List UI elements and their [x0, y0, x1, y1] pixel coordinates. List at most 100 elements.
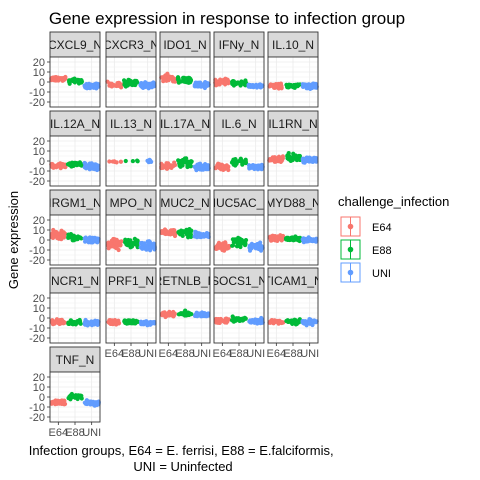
- data-point: [107, 81, 112, 86]
- data-point: [54, 78, 59, 83]
- data-point: [144, 247, 149, 252]
- data-point: [143, 82, 149, 87]
- data-point: [109, 320, 114, 325]
- panel-border: [213, 56, 265, 108]
- data-point: [74, 394, 80, 399]
- x-tick-label: E88: [175, 348, 195, 360]
- data-point: [240, 162, 245, 167]
- data-point: [116, 240, 122, 246]
- facet-strip-label: TICAM1_N: [263, 274, 322, 288]
- data-point: [127, 241, 132, 247]
- data-point: [238, 158, 243, 164]
- facet-strip: [213, 267, 265, 294]
- data-point: [58, 317, 63, 323]
- data-point: [225, 77, 230, 82]
- data-point: [61, 400, 67, 405]
- x-tick-label: E64: [49, 427, 69, 439]
- data-point: [243, 83, 248, 88]
- x-tick-label: E88: [229, 348, 249, 360]
- data-point: [159, 165, 165, 170]
- y-axis-label: Gene expression: [6, 191, 21, 289]
- data-point: [179, 162, 184, 167]
- data-point: [114, 322, 119, 327]
- data-point: [87, 235, 93, 240]
- data-point: [135, 80, 140, 85]
- facet-strip: [159, 31, 211, 58]
- legend-label: E88: [372, 245, 392, 257]
- data-point: [151, 241, 156, 246]
- data-point: [118, 159, 124, 164]
- data-point: [236, 316, 241, 321]
- data-point: [300, 84, 306, 89]
- facet-strip: [49, 110, 101, 137]
- facet-strip-label: IFNy_N: [219, 38, 260, 52]
- y-tick-label: -10: [29, 245, 45, 257]
- data-point: [229, 160, 235, 165]
- facet-strip: [105, 267, 157, 294]
- data-point: [178, 158, 184, 164]
- x-tick-label: UNI: [246, 348, 265, 360]
- data-point: [175, 77, 181, 82]
- data-point: [189, 159, 194, 164]
- data-point: [307, 317, 312, 322]
- data-point: [140, 82, 145, 87]
- panel-border: [267, 135, 319, 187]
- facet-panel: MYD88_N: [265, 189, 320, 266]
- data-point: [54, 163, 59, 168]
- data-point: [93, 84, 98, 89]
- facet-panel: CXCR3_N: [103, 31, 159, 108]
- data-point: [165, 230, 170, 236]
- chart-title: Gene expression in response to infection…: [49, 9, 405, 28]
- data-point: [249, 84, 255, 89]
- data-point: [129, 244, 135, 249]
- data-point: [223, 81, 228, 86]
- data-point: [112, 159, 117, 164]
- y-tick-label: -20: [29, 255, 45, 267]
- y-tick-label: -20: [29, 412, 45, 424]
- data-point: [252, 244, 258, 249]
- facet-strip-label: IL.12A_N: [50, 117, 100, 131]
- data-point: [255, 165, 260, 170]
- data-point: [78, 162, 83, 167]
- facet-strip: [105, 189, 157, 216]
- data-point: [182, 159, 187, 164]
- data-point: [82, 400, 87, 405]
- data-point: [162, 228, 167, 234]
- legend-item: E64: [340, 216, 392, 237]
- data-point: [67, 161, 72, 167]
- data-point: [271, 237, 276, 242]
- data-point: [61, 77, 66, 83]
- data-point: [93, 162, 99, 167]
- data-point: [291, 153, 296, 158]
- panel-border: [267, 56, 319, 108]
- x-axis-label: Infection groups, E64 = E. ferrisi, E88 …: [29, 443, 338, 474]
- facet-strip-label: NCR1_N: [51, 274, 99, 288]
- data-point: [92, 238, 97, 243]
- data-point: [246, 163, 252, 168]
- data-point: [78, 393, 83, 398]
- data-point: [50, 322, 56, 327]
- facet-strip: [267, 31, 319, 58]
- data-point: [135, 319, 140, 325]
- data-point: [132, 240, 137, 245]
- data-point: [279, 158, 284, 163]
- data-point: [93, 400, 99, 405]
- data-point: [219, 80, 224, 85]
- data-point: [147, 240, 152, 246]
- data-point: [285, 83, 290, 88]
- data-point: [213, 165, 218, 170]
- legend: challenge_infection E64 E88 UNI: [338, 194, 449, 283]
- y-tick-label: -20: [29, 97, 45, 109]
- data-point: [204, 163, 210, 168]
- data-point: [72, 236, 77, 242]
- data-point: [247, 243, 252, 248]
- data-point: [117, 83, 123, 88]
- data-point: [139, 245, 145, 251]
- facet-strip-label: MYD88_N: [265, 196, 320, 210]
- facet-strip-label: CXCR3_N: [103, 38, 159, 52]
- data-point: [90, 402, 96, 407]
- data-point: [124, 80, 129, 85]
